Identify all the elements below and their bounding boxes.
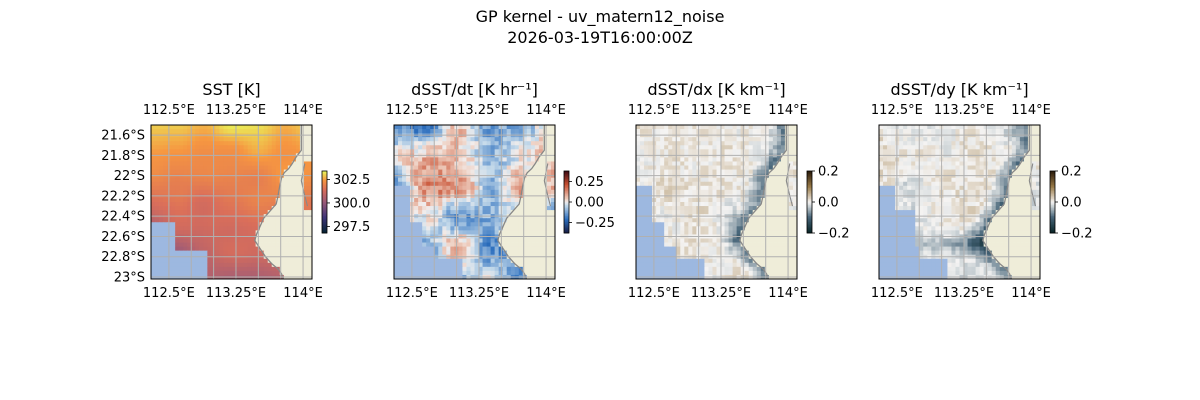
x-tick-label-top: 112.5°E — [871, 103, 923, 118]
x-tick-label: 114°E — [283, 286, 323, 301]
x-tick-label-top: 112.5°E — [143, 103, 195, 118]
axes-frame — [150, 124, 313, 280]
x-tick-label: 113.25°E — [206, 286, 266, 301]
y-tick-label: 21.6°S — [101, 129, 145, 144]
x-tick-label: 114°E — [526, 286, 566, 301]
panel-title: dSST/dx [K km⁻¹] — [647, 80, 785, 99]
x-tick-label-top: 112.5°E — [628, 103, 680, 118]
y-tick-label: 22.6°S — [101, 230, 145, 245]
x-tick-label: 113.25°E — [449, 286, 509, 301]
y-tick-label: 22.2°S — [101, 189, 145, 204]
x-tick-label-top: 112.5°E — [386, 103, 438, 118]
axes-frame — [878, 124, 1041, 280]
panel-title: dSST/dt [K hr⁻¹] — [411, 80, 538, 99]
colorbar: 302.5 300.0 297.5 — [321, 170, 370, 235]
x-tick-label: 112.5°E — [628, 286, 680, 301]
x-tick-label: 112.5°E — [386, 286, 438, 301]
colorbar-tick-label: 0.25 — [575, 175, 604, 190]
colorbar-tick-label: 300.0 — [333, 196, 370, 211]
gridlines — [879, 125, 1040, 279]
x-tick-label: 113.25°E — [691, 286, 751, 301]
colorbar-tick-label: 0.00 — [575, 196, 604, 211]
axes-frame — [393, 124, 556, 280]
gridlines — [636, 125, 797, 279]
gridlines — [151, 125, 312, 279]
y-tick-label: 22.8°S — [101, 250, 145, 265]
x-tick-label: 114°E — [1011, 286, 1051, 301]
panel-2: dSST/dt [K hr⁻¹] 112.5°E 113.25°E 114°E 112.… — [386, 80, 615, 301]
y-tick-label: 22°S — [114, 169, 145, 184]
x-tick-label-top: 113.25°E — [206, 103, 266, 118]
x-tick-label-top: 114°E — [768, 103, 808, 118]
colorbar-tick-label: 0.2 — [818, 165, 839, 180]
coastline — [739, 125, 787, 279]
panel-title: SST [K] — [202, 80, 260, 99]
colorbar-tick-label: −0.25 — [575, 216, 615, 231]
colorbar: 0.25 0.00 −0.25 — [563, 170, 615, 234]
y-tick-label: 22.4°S — [101, 210, 145, 225]
coastline — [254, 125, 302, 279]
colorbar: 0.2 0.0 −0.2 — [806, 165, 850, 242]
colorbar-tick-label: 297.5 — [333, 220, 370, 235]
x-tick-label-top: 114°E — [526, 103, 566, 118]
colorbar-tick-label: 0.0 — [818, 196, 839, 211]
panel-3: dSST/dx [K km⁻¹] 112.5°E 113.25°E 114°E 112.… — [628, 80, 850, 301]
x-tick-label: 114°E — [768, 286, 808, 301]
x-tick-label-top: 113.25°E — [449, 103, 509, 118]
y-tick-label: 23°S — [114, 270, 145, 285]
figure-title: GP kernel - uv_matern12_noise — [475, 7, 725, 26]
x-tick-label: 113.25°E — [934, 286, 994, 301]
colorbar-tick-label: −0.2 — [1061, 227, 1093, 242]
panel-1: SST [K] 112.5°E 113.25°E 114°E 112.5°E 113.25… — [101, 80, 370, 301]
x-tick-label-top: 114°E — [1011, 103, 1051, 118]
figure-subtitle: 2026-03-19T16:00:00Z — [507, 28, 693, 47]
coastline — [497, 125, 545, 279]
colorbar-tick-label: 302.5 — [333, 173, 370, 188]
colorbar-tick-label: −0.2 — [818, 227, 850, 242]
x-tick-label: 112.5°E — [871, 286, 923, 301]
x-tick-label: 112.5°E — [143, 286, 195, 301]
axes-frame — [635, 124, 798, 280]
gridlines — [394, 125, 555, 279]
colorbar-tick-label: 0.2 — [1061, 165, 1082, 180]
panel-title: dSST/dy [K km⁻¹] — [890, 80, 1028, 99]
panel-4: dSST/dy [K km⁻¹] 112.5°E 113.25°E 114°E 112.… — [871, 80, 1093, 301]
colorbar: 0.2 0.0 −0.2 — [1049, 165, 1093, 242]
y-tick-label: 21.8°S — [101, 149, 145, 164]
x-tick-label-top: 114°E — [283, 103, 323, 118]
x-tick-label-top: 113.25°E — [691, 103, 751, 118]
colorbar-tick-label: 0.0 — [1061, 196, 1082, 211]
x-tick-label-top: 113.25°E — [934, 103, 994, 118]
coastline — [982, 125, 1030, 279]
